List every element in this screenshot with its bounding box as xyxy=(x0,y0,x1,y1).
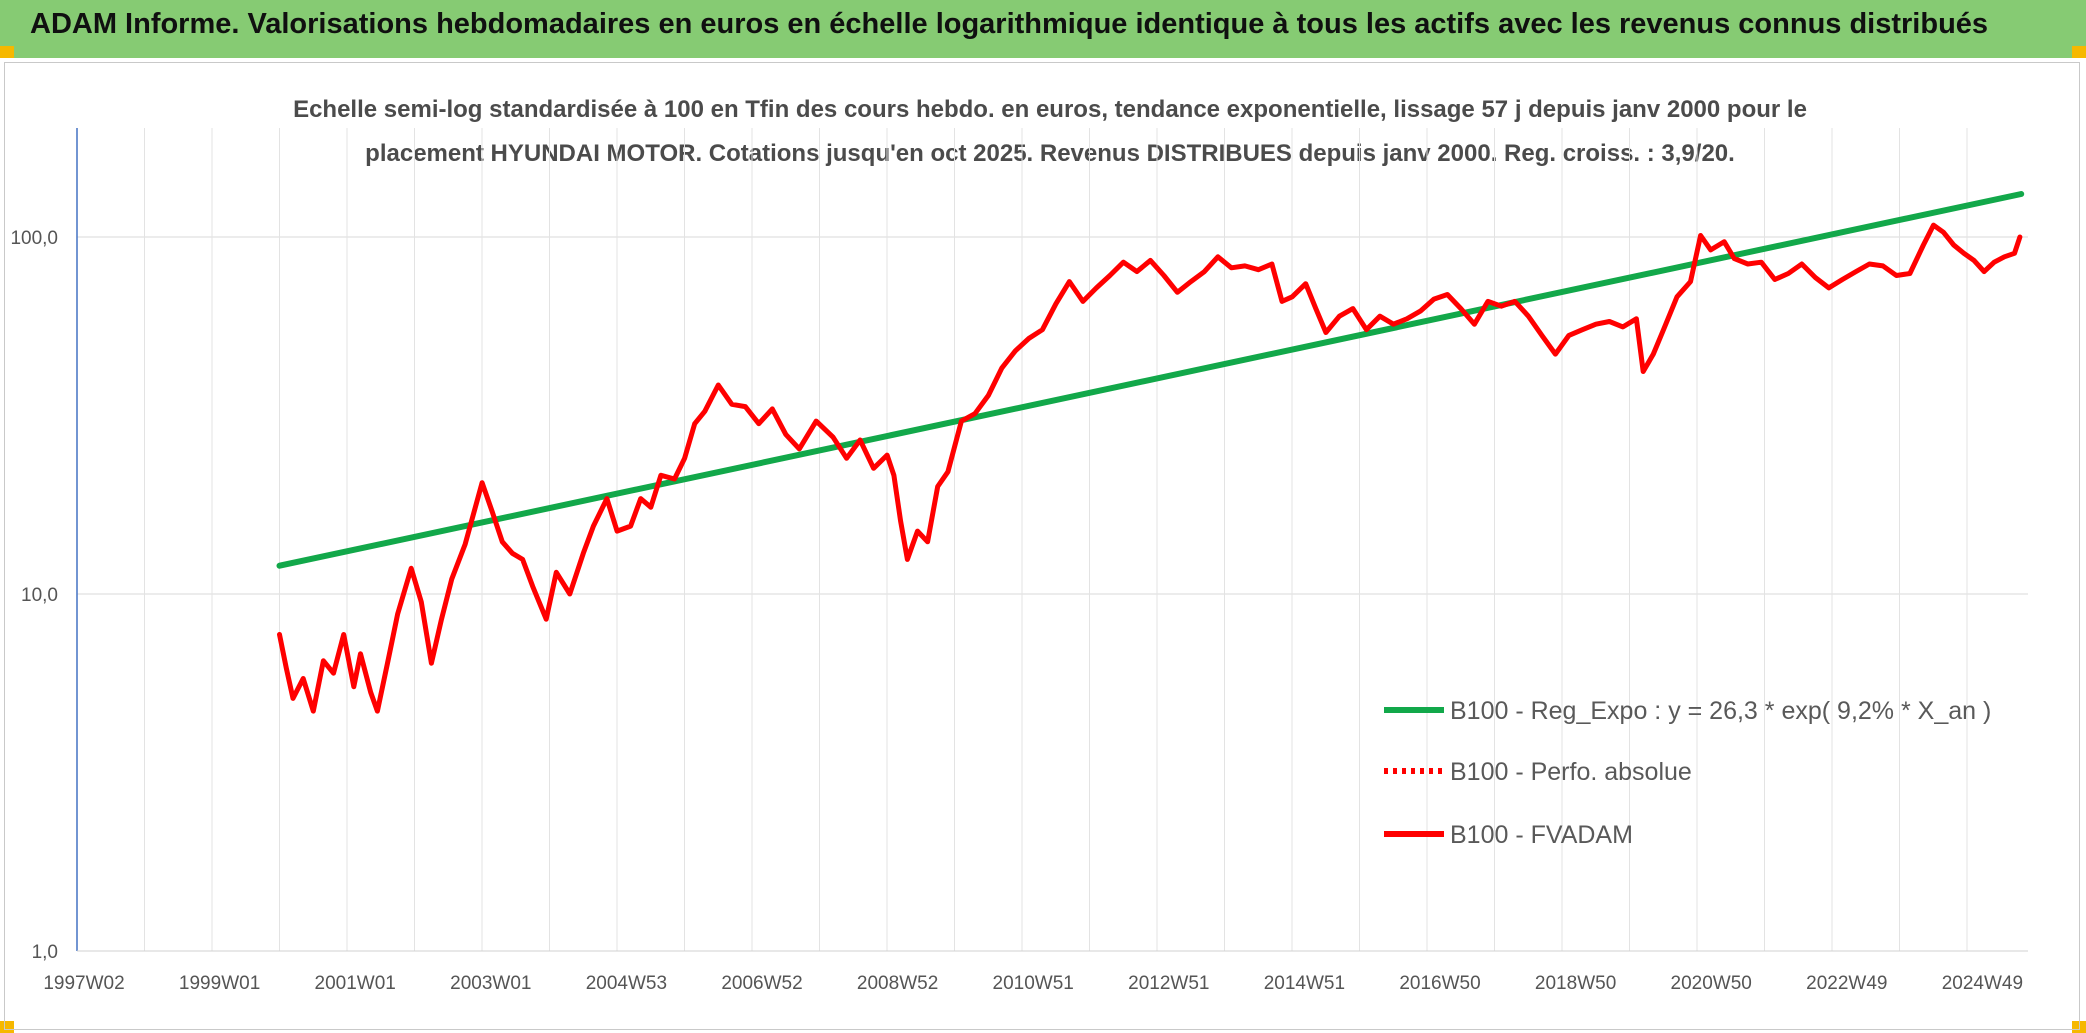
header-banner: ADAM Informe. Valorisations hebdomadaire… xyxy=(0,0,2086,58)
x-tick-labels: 1997W02 1999W01 2001W01 2003W01 2004W53 2006W… xyxy=(43,973,2023,994)
x-tick-label: 2010W51 xyxy=(993,973,1074,994)
x-tick-label: 2003W01 xyxy=(450,973,531,994)
series-line xyxy=(277,222,2023,714)
corner-marker xyxy=(0,1021,14,1033)
y-tick-labels: 1,0 10,0 100,0 xyxy=(10,228,58,963)
x-tick-label: 2024W49 xyxy=(1942,973,2023,994)
chart-frame xyxy=(4,62,2080,1030)
x-tick-label: 2012W51 xyxy=(1128,973,1209,994)
x-tick-label: 2018W50 xyxy=(1535,973,1616,994)
x-tick-label: 2022W49 xyxy=(1806,973,1887,994)
corner-marker xyxy=(2072,46,2086,58)
x-tick-label: 2014W51 xyxy=(1264,973,1345,994)
x-tick-label: 2001W01 xyxy=(315,973,396,994)
x-tick-label: 2006W52 xyxy=(721,973,802,994)
x-tick-label: 2008W52 xyxy=(857,973,938,994)
legend-label: B100 - Reg_Expo : y = 26,3 * exp( 9,2% *… xyxy=(1450,697,1991,725)
x-tick-label: 2004W53 xyxy=(586,973,667,994)
y-tick-label: 10,0 xyxy=(21,585,58,606)
x-tick-label: 1997W02 xyxy=(43,973,124,994)
grid-lines xyxy=(76,128,2028,951)
page-title: ADAM Informe. Valorisations hebdomadaire… xyxy=(30,8,1989,40)
legend: B100 - Reg_Expo : y = 26,3 * exp( 9,2% *… xyxy=(1384,697,1991,849)
y-tick-label: 1,0 xyxy=(32,942,58,963)
x-tick-label: 2020W50 xyxy=(1671,973,1752,994)
y-tick-label: 100,0 xyxy=(10,228,58,249)
legend-label: B100 - FVADAM xyxy=(1450,821,1633,849)
series-line xyxy=(276,191,2025,569)
corner-marker xyxy=(0,46,14,58)
chart-title: Echelle semi-log standardisée à 100 en T… xyxy=(293,96,1807,167)
x-tick-label: 2016W50 xyxy=(1399,973,1480,994)
legend-label: B100 - Perfo. absolue xyxy=(1450,758,1692,786)
series-lines xyxy=(276,191,2025,714)
x-tick-label: 1999W01 xyxy=(179,973,260,994)
